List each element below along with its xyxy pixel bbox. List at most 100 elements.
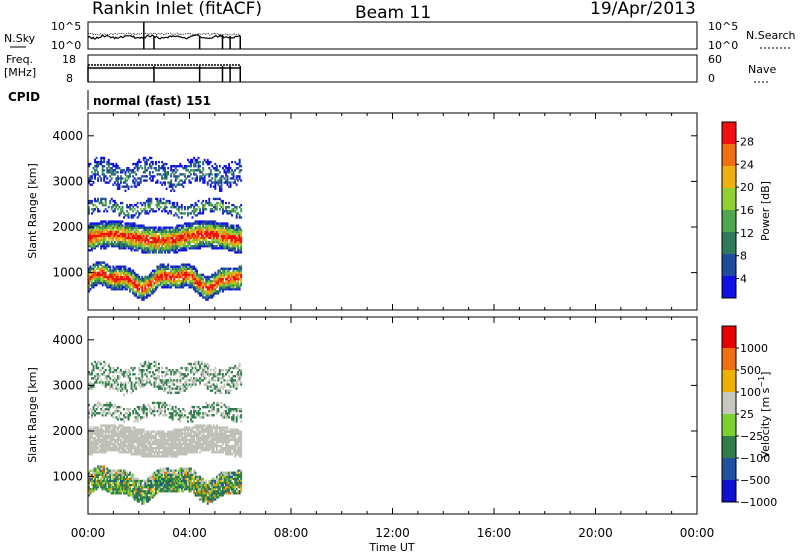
scatter-cell <box>104 243 107 246</box>
scatter-cell <box>97 426 100 429</box>
scatter-cell <box>115 369 118 372</box>
scatter-cell <box>110 483 113 487</box>
scatter-cell <box>139 282 142 285</box>
scatter-cell <box>164 206 167 209</box>
scatter-cell <box>136 377 139 380</box>
scatter-cell <box>124 275 127 279</box>
scatter-cell <box>147 477 150 481</box>
scatter-cell <box>162 442 165 446</box>
scatter-cell <box>129 434 132 438</box>
scatter-cell <box>98 162 101 166</box>
scatter-cell <box>109 438 112 442</box>
scatter-cell <box>180 228 183 231</box>
scatter-cell <box>183 267 186 270</box>
scatter-cell <box>135 236 138 240</box>
scatter-cell <box>229 228 232 231</box>
scatter-cell <box>214 279 217 283</box>
scatter-cell <box>238 286 241 289</box>
scatter-cell <box>196 269 199 272</box>
scatter-cell <box>133 451 136 454</box>
y-tick-label: 4000 <box>52 129 83 143</box>
scatter-cell <box>208 226 211 229</box>
scatter-cell <box>180 165 183 168</box>
scatter-cell <box>202 286 205 289</box>
scatter-cell <box>165 488 168 491</box>
scatter-cell <box>116 226 119 229</box>
scatter-cell <box>171 412 174 415</box>
scatter-cell <box>132 369 135 372</box>
scatter-cell <box>104 385 107 388</box>
scatter-cell <box>124 265 127 268</box>
scatter-cell <box>170 249 173 252</box>
scatter-cell <box>123 490 125 493</box>
scatter-cell <box>196 273 199 277</box>
scatter-cell <box>130 234 133 238</box>
scatter-cell <box>123 375 125 378</box>
scatter-cell <box>173 434 176 438</box>
scatter-cell <box>211 279 214 283</box>
scatter-cell <box>214 284 217 287</box>
colorbar-tick-label: 8 <box>740 250 747 263</box>
scatter-cell <box>165 366 168 370</box>
scatter-cell <box>138 284 141 287</box>
scatter-cell <box>121 226 124 229</box>
scatter-cell <box>228 165 231 168</box>
scatter-cell <box>199 294 202 297</box>
scatter-cell <box>115 440 118 444</box>
scatter-cell <box>123 275 125 279</box>
scatter-cell <box>165 240 168 244</box>
scatter-cell <box>234 234 237 238</box>
scatter-cell <box>135 494 138 497</box>
scatter-cell <box>127 273 130 277</box>
scatter-cell <box>110 243 113 246</box>
scatter-cell <box>167 212 170 215</box>
scatter-cell <box>226 210 229 213</box>
scatter-cell <box>191 265 194 268</box>
scatter-cell <box>123 373 125 376</box>
scatter-cell <box>153 232 156 236</box>
scatter-cell <box>218 165 221 168</box>
scatter-cell <box>89 277 92 281</box>
scatter-cell <box>138 226 141 229</box>
scatter-cell <box>218 240 221 244</box>
scatter-cell <box>171 432 174 435</box>
scatter-cell <box>139 294 142 297</box>
scatter-cell <box>91 385 93 388</box>
scatter-cell <box>106 426 109 429</box>
scatter-cell <box>158 490 160 493</box>
scatter-cell <box>220 236 223 240</box>
scatter-cell <box>182 249 185 252</box>
scatter-cell <box>159 249 162 252</box>
scatter-cell <box>115 479 118 483</box>
scatter-cell <box>150 496 153 499</box>
scatter-cell <box>168 442 171 446</box>
scatter-cell <box>148 379 151 382</box>
scatter-cell <box>161 490 164 493</box>
scatter-cell <box>121 440 124 444</box>
scatter-cell <box>161 438 164 442</box>
scatter-cell <box>171 249 174 252</box>
scatter-cell <box>199 224 202 227</box>
scatter-cell <box>113 481 116 485</box>
scatter-cell <box>141 290 144 293</box>
scatter-cell <box>142 430 145 433</box>
scatter-cell <box>95 426 98 429</box>
scatter-cell <box>141 438 144 442</box>
scatter-cell <box>228 162 231 166</box>
scatter-cell <box>173 483 176 487</box>
scatter-cell <box>190 234 192 238</box>
scatter-cell <box>118 185 121 188</box>
scatter-cell <box>171 473 174 476</box>
scatter-cell <box>217 269 220 272</box>
scatter-cell <box>88 490 90 493</box>
scatter-cell <box>127 279 130 283</box>
scatter-cell <box>168 247 171 250</box>
scatter-cell <box>235 240 238 244</box>
scatter-cell <box>144 490 147 493</box>
scatter-cell <box>237 288 240 291</box>
scatter-cell <box>231 282 234 285</box>
scatter-cell <box>92 236 95 240</box>
scatter-cell <box>126 471 129 474</box>
scatter-cell <box>222 240 224 244</box>
scatter-cell <box>100 479 103 483</box>
